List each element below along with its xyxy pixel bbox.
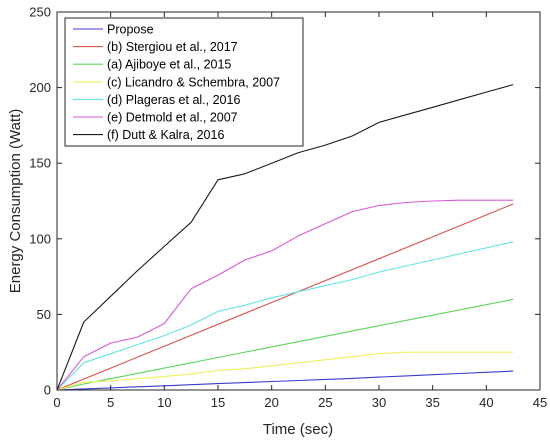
x-axis-label: Time (sec) xyxy=(263,421,333,438)
x-tick-label: 15 xyxy=(211,395,225,410)
plot-frame xyxy=(56,11,541,391)
y-axis-label: Energy Consumption (Watt) xyxy=(7,109,24,294)
legend-label: (b) Stergiou et al., 2017 xyxy=(107,40,238,54)
y-tick-label: 100 xyxy=(29,231,51,246)
y-tick-label: 250 xyxy=(29,5,51,20)
series-line-1 xyxy=(56,203,514,391)
legend-label: (d) Plageras et al., 2016 xyxy=(107,93,240,107)
y-axis-ticks: 0 50 100 150 200 250 xyxy=(29,5,540,398)
legend-box xyxy=(64,17,304,147)
legend: Propose (b) Stergiou et al., 2017 (a) Ajib… xyxy=(64,17,304,147)
x-tick-label: 25 xyxy=(318,395,332,410)
series-line-0 xyxy=(56,370,514,391)
x-tick-label: 0 xyxy=(53,395,60,410)
series-line-5 xyxy=(56,199,514,391)
x-tick-label: 45 xyxy=(533,395,547,410)
x-tick-label: 30 xyxy=(372,395,386,410)
series-layer xyxy=(56,84,514,391)
x-tick-label: 20 xyxy=(264,395,278,410)
y-tick-label: 50 xyxy=(37,307,51,322)
legend-items: Propose (b) Stergiou et al., 2017 (a) Ajib… xyxy=(73,23,280,142)
y-tick-label: 150 xyxy=(29,156,51,171)
legend-label: (a) Ajiboye et al., 2015 xyxy=(107,58,231,72)
y-tick-label: 200 xyxy=(29,80,51,95)
y-tick-label: 0 xyxy=(44,383,51,398)
series-line-3 xyxy=(56,351,514,391)
legend-label: Propose xyxy=(107,23,154,37)
legend-label: (f) Dutt & Kalra, 2016 xyxy=(107,128,224,142)
series-line-4 xyxy=(56,241,514,391)
x-tick-label: 10 xyxy=(157,395,171,410)
x-axis-ticks: 0 5 10 15 20 25 30 35 40 45 xyxy=(53,12,547,410)
x-tick-label: 40 xyxy=(479,395,493,410)
legend-label: (c) Licandro & Schembra, 2007 xyxy=(107,75,280,89)
x-tick-label: 35 xyxy=(425,395,439,410)
legend-label: (e) Detmold et al., 2007 xyxy=(107,111,238,125)
x-tick-label: 5 xyxy=(107,395,114,410)
series-line-6 xyxy=(56,84,514,391)
